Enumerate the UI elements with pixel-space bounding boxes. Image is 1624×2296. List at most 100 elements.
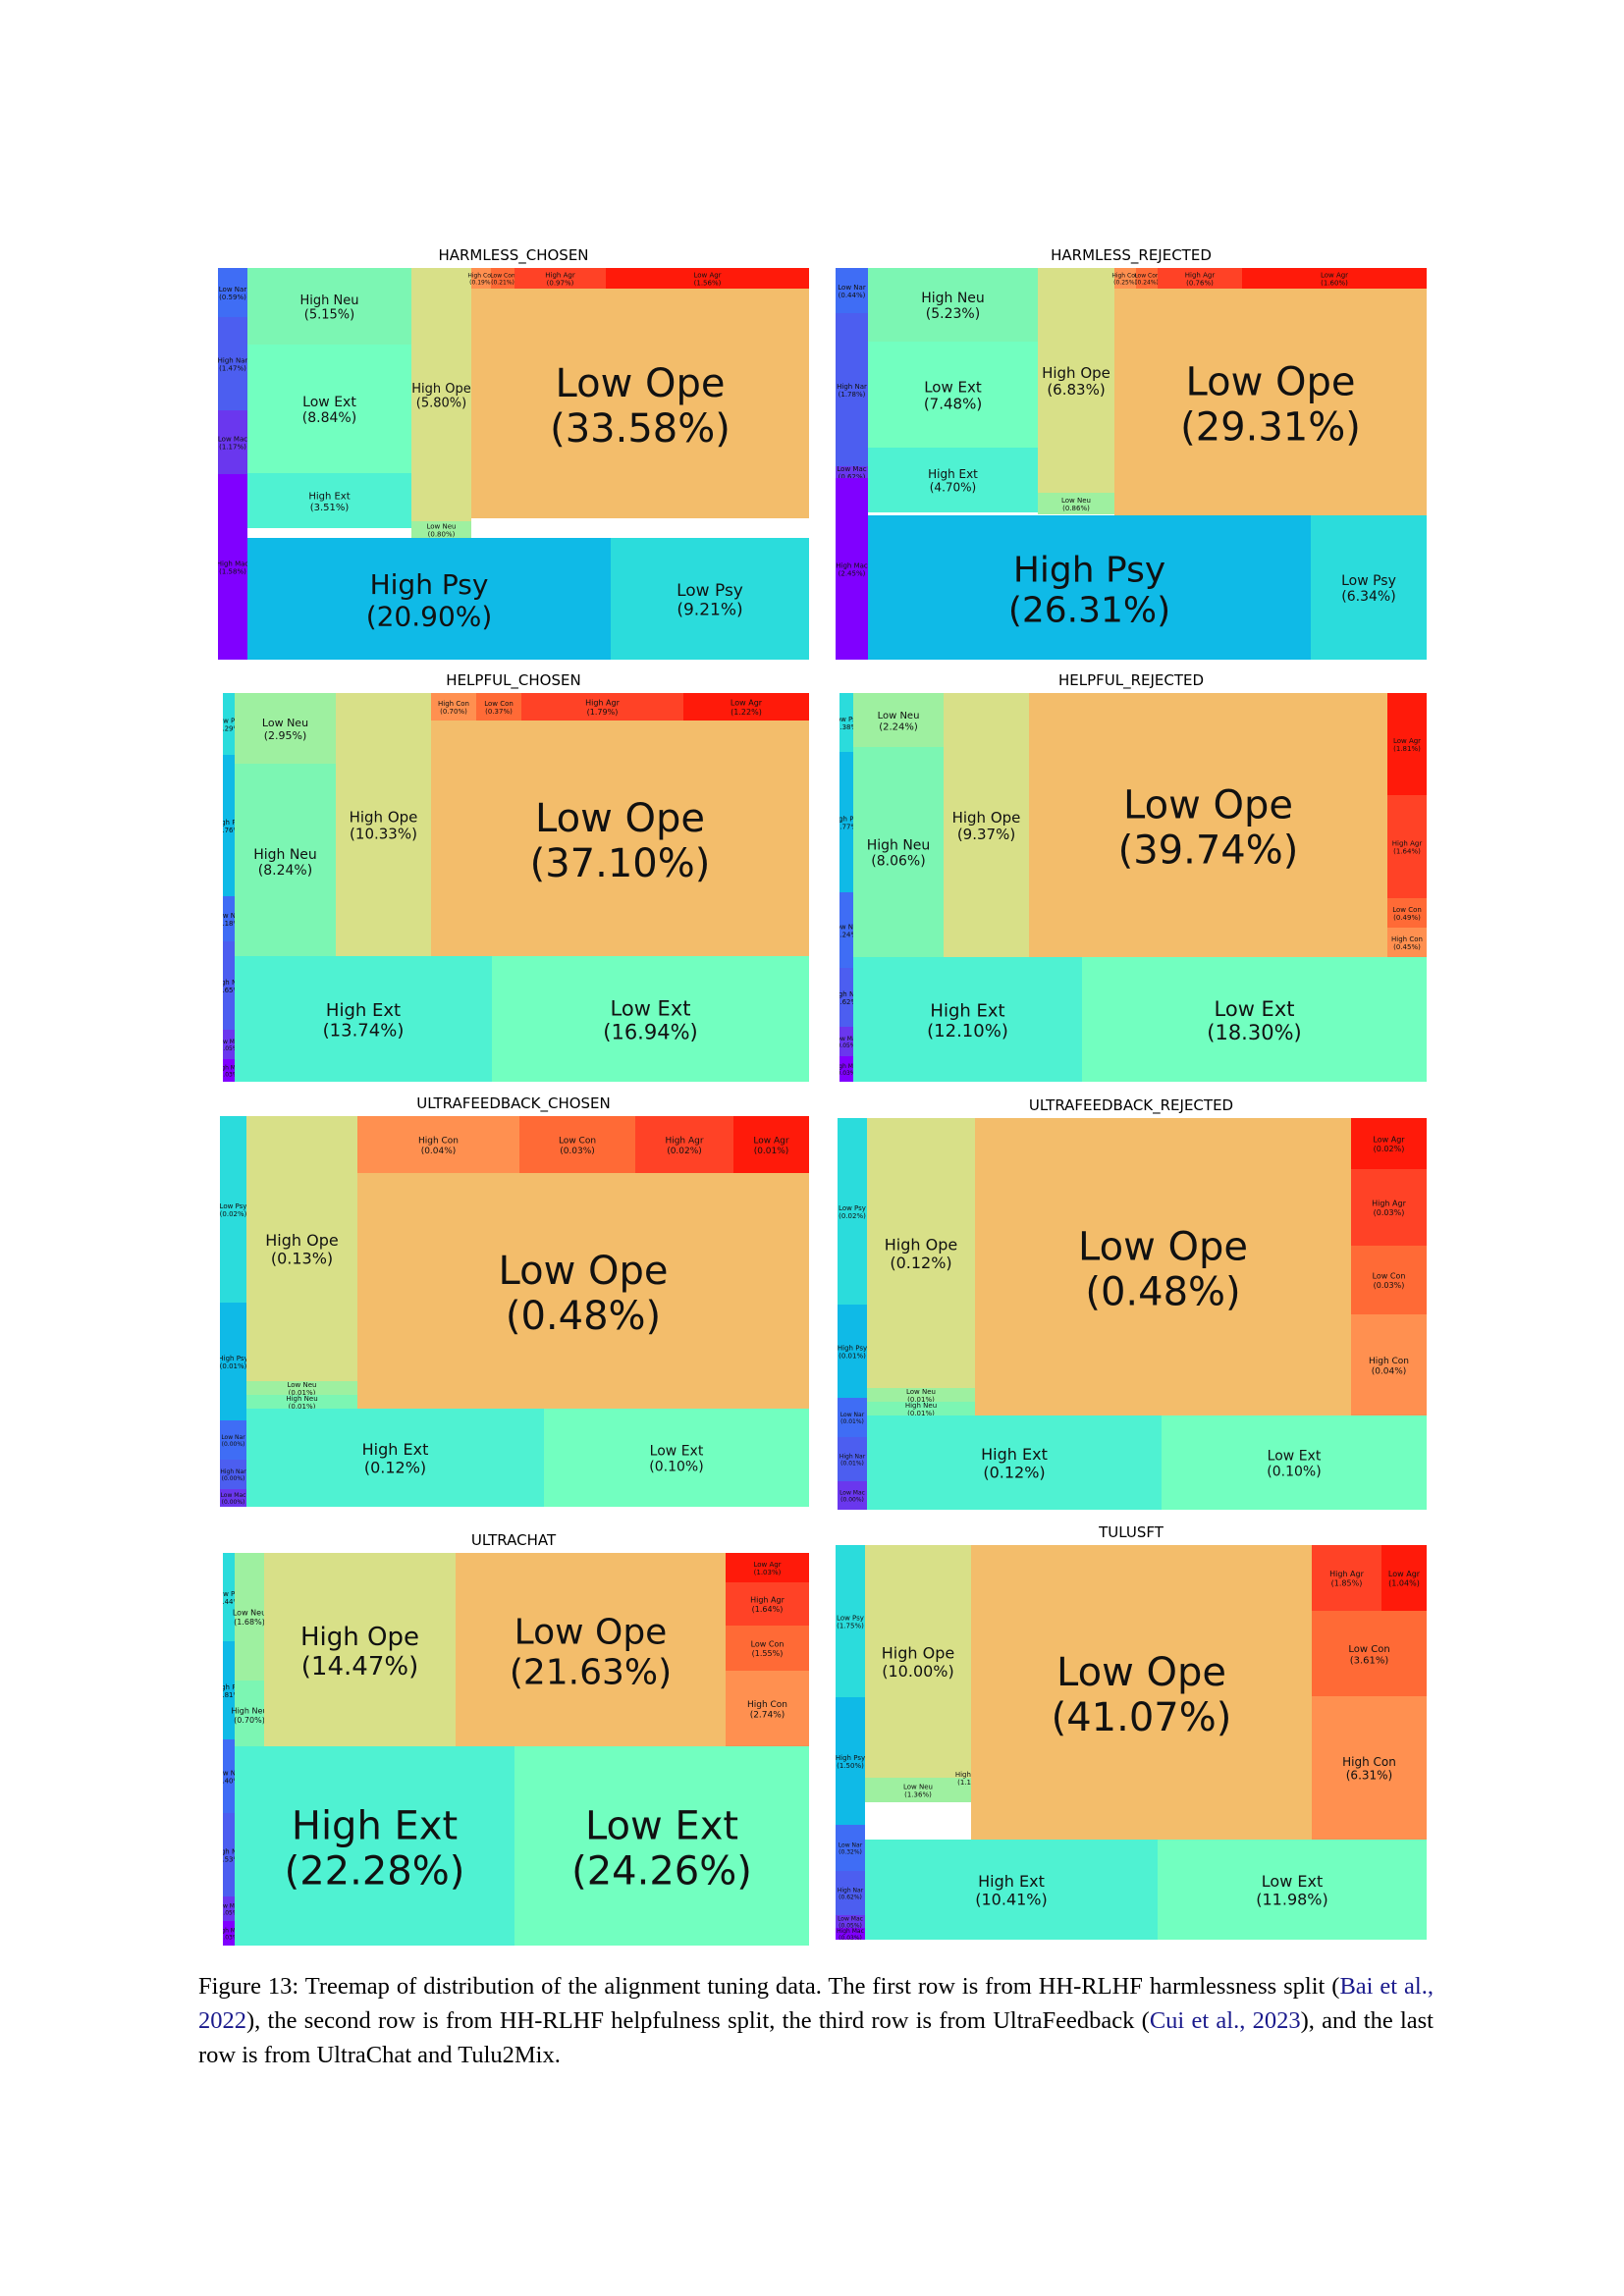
treemap-cell-low-mac [839,1027,853,1056]
treemap-cell-low-con [491,268,514,289]
cell-label: Low Con [559,1136,596,1146]
caption-text: ), the second row is from HH-RLHF helpfu… [246,2007,1150,2034]
treemap-cell-high-con [431,693,476,721]
caption-text: ), and the last row is from UltraChat an… [198,2007,1434,2068]
cell-percent: (21.63%) [510,1653,672,1693]
cell-label: Low Nar [223,912,243,920]
cell-percent: (0.12%) [890,1254,951,1272]
cell-label: Low Mac [223,1039,242,1045]
treemap-cell-high-mac [223,1921,235,1946]
cell-percent: (0.80%) [428,530,456,538]
treemap-cell-low-agr [733,1116,809,1173]
cell-label: High Nar [837,383,867,391]
cell-label: High Con [1369,1357,1409,1366]
cell-percent: (1.47%) [219,364,246,372]
treemap-cell-high-ext [235,1746,514,1946]
cell-percent: (0.19%) [469,279,493,286]
cell-percent: (0.70%) [234,1716,265,1725]
cell-label: Low Neu [903,1783,933,1790]
cell-label: Low Nar [223,1769,243,1777]
cell-label: Low Nar [840,1412,865,1418]
cell-percent: (0.01%) [289,1389,316,1397]
chart-title: ULTRACHAT [470,1531,557,1549]
treemap-cell-high-neu [247,268,411,345]
cell-percent: (0.45%) [1393,943,1421,951]
citation-link[interactable]: Bai et al., 2022 [198,1973,1434,2034]
treemap-cell-high-nar [220,1460,246,1489]
cell-label: High Con [747,1700,787,1710]
cell-percent: (0.00%) [222,1475,245,1482]
cell-percent: (0.03%) [223,1934,241,1941]
cell-label: Low Con [484,700,514,708]
cell-percent: (16.94%) [603,1021,697,1044]
cell-percent: (1.68%) [234,1618,265,1627]
cell-percent: (9.37%) [957,826,1015,843]
treemap-cell-low-con [726,1626,809,1671]
cell-label: Low Nar [221,1434,245,1441]
treemap-cell-high-agr [635,1116,733,1173]
treemap-cell-high-psy [247,538,611,660]
cell-percent: (0.76%) [1186,279,1214,287]
cell-percent: (0.04%) [1372,1366,1407,1376]
cell-label: Low Agr [731,699,763,708]
treemap-cell-low-ope [1114,289,1427,515]
cell-label: High Mac [223,1064,243,1071]
cell-percent: (29.31%) [1180,405,1361,451]
cell-label: High Mac [839,1063,860,1070]
treemap-cell-low-agr [1242,268,1427,289]
cell-label: High Ext [308,491,350,502]
cell-label: High Ope [350,808,418,826]
cell-percent: (0.10%) [649,1460,703,1475]
treemap-cell-high-agr [1351,1169,1427,1246]
cell-percent: (6.34%) [1341,589,1395,605]
cell-label: Low Ope [1078,1225,1248,1270]
cell-label: Low Agr [1393,737,1421,745]
cell-label: Low Ext [302,395,356,410]
cell-percent: (1.36%) [904,1790,932,1798]
cell-percent: (1.75%) [837,1622,864,1629]
cell-label: Low Psy [839,1204,866,1212]
cell-label: High Nar [223,979,244,987]
cell-percent: (7.48%) [924,396,982,413]
treemap-cell-low-ope [975,1118,1351,1415]
treemap-cell-high-con [726,1671,809,1746]
cell-percent: (1.04%) [1388,1578,1420,1587]
cell-label: High Psy [220,1355,248,1362]
cell-percent: (0.01%) [907,1410,935,1417]
cell-label: Low Mac [838,1915,863,1922]
treemap-cell-low-nar [220,1420,246,1460]
treemap-cell-high-nar [223,941,235,1030]
citation-link[interactable]: Cui et al., 2023 [1149,2007,1301,2034]
cell-label: High Ope [300,1623,419,1652]
chart-title: HELPFUL_REJECTED [1057,671,1205,689]
treemap-cell-low-ope [456,1553,726,1746]
cell-label: High Ope [1042,364,1110,382]
cell-label: Low Ope [1186,360,1356,405]
cell-label: Low Nar [838,284,866,292]
cell-percent: (0.29%) [223,724,243,732]
treemap-cell-high-ext [865,1840,1158,1940]
cell-label: Low Agr [1388,1570,1421,1578]
treemap-ultrafeedback-chosen: Low Psy(0.02%)High Psy(0.01%)Low Nar(0.0… [220,1116,809,1507]
cell-percent: (0.24%) [1135,279,1159,286]
cell-label: Low Neu [262,717,308,729]
treemap-cell-low-neu [235,1553,264,1681]
treemap-cell-high-psy [839,752,853,892]
treemap-cell-high-ope [1038,268,1114,493]
cell-percent: (1.81%) [1393,745,1421,753]
cell-percent: (41.07%) [1052,1695,1232,1740]
cell-percent: (0.65%) [223,987,243,994]
cell-percent: (0.01%) [289,1403,316,1411]
chart-title: HARMLESS_CHOSEN [438,246,589,264]
cell-label: Low Mac [839,1036,859,1042]
treemap-cell-low-agr [1381,1545,1427,1611]
treemap-cell-low-ext [1158,1840,1427,1940]
cell-percent: (0.00%) [840,1496,864,1503]
treemap-cell-low-neu [246,1381,357,1395]
treemap-cell-high-ext [235,956,492,1082]
treemap-cell-low-neu [865,1778,971,1802]
treemap-cell-high-psy [223,755,235,896]
cell-label: High Agr [1372,1200,1406,1208]
cell-label: Low Psy [839,716,860,723]
cell-percent: (0.40%) [223,1777,243,1785]
